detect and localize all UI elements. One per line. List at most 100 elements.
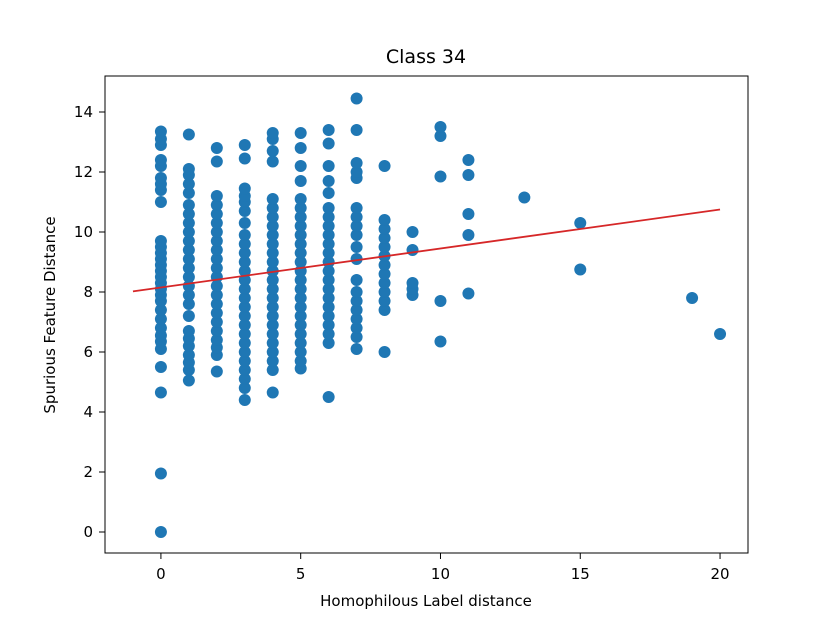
data-point [182,374,195,387]
plot-area [105,76,748,553]
data-point [154,304,167,316]
data-point [294,127,307,139]
data-point [350,343,363,355]
data-point [210,289,223,301]
y-tick-label: 4 [83,403,93,421]
data-point [294,211,307,223]
data-point [350,211,363,223]
data-point [210,208,223,220]
data-point [434,295,447,307]
data-point [266,193,279,205]
data-point [378,241,391,253]
data-point [294,202,307,214]
data-point [350,295,363,307]
data-point [350,304,363,316]
data-point [238,256,251,268]
data-point [210,298,223,310]
data-point [350,220,363,232]
data-point [154,313,167,325]
x-axis-label: Homophilous Label distance [320,592,532,610]
data-point [182,226,195,238]
y-tick-label: 10 [74,223,93,241]
data-point [210,253,223,265]
data-point [294,160,307,172]
data-point [210,365,223,378]
data-point [182,271,195,283]
data-point [210,334,223,346]
data-point [238,346,251,358]
data-point [154,526,167,538]
data-point [350,157,363,169]
data-point [182,199,195,211]
chart-title: Class 34 [386,46,466,68]
data-point [266,155,279,168]
data-point [182,235,195,247]
data-point [322,137,335,150]
x-axis: 0 5 10 15 20 [156,553,730,583]
data-point [322,337,335,349]
data-point [294,193,307,205]
data-point [322,202,335,214]
data-point [350,166,363,178]
data-point [182,208,195,220]
data-point [462,287,475,300]
data-point [238,247,251,259]
data-point [294,346,307,358]
data-point [322,187,335,199]
data-point [294,274,307,286]
y-axis: 0 2 4 6 8 10 12 14 [74,103,105,541]
data-point [154,386,167,399]
data-point [294,292,307,304]
data-point [350,313,363,325]
data-point [350,241,363,253]
data-point [294,229,307,241]
data-point [238,139,251,151]
y-tick-label: 0 [83,523,93,541]
x-tick-label: 15 [571,565,590,583]
data-point [322,229,335,241]
data-point [238,205,251,217]
data-point [238,217,251,229]
data-point [350,92,363,105]
data-point [210,262,223,274]
data-point [238,182,251,195]
data-point [238,238,251,250]
data-point [210,316,223,328]
data-point [238,373,251,385]
data-point [266,274,279,286]
data-point [182,253,195,265]
data-point [266,292,279,304]
data-point [238,394,251,406]
data-point [266,229,279,241]
data-point [154,172,167,184]
data-point [266,319,279,331]
data-point [518,191,531,204]
data-point [210,155,223,168]
data-point [210,280,223,292]
data-point [238,229,251,241]
data-point [350,124,363,136]
x-tick-label: 0 [156,565,166,583]
data-point [182,178,195,190]
data-point [322,292,335,304]
data-point [322,274,335,286]
data-point [266,211,279,223]
data-point [294,220,307,232]
data-point [350,202,363,214]
data-point [322,160,335,172]
data-point [294,142,307,154]
data-point [266,202,279,214]
y-tick-label: 14 [74,103,93,121]
data-point [154,361,167,373]
data-point [434,121,447,133]
data-point [322,391,335,403]
data-point [266,355,279,367]
data-point [406,277,419,289]
data-point [434,335,447,348]
data-point [182,163,195,175]
data-point [294,355,307,367]
data-point [266,301,279,313]
data-point [266,220,279,232]
y-tick-label: 6 [83,343,93,361]
